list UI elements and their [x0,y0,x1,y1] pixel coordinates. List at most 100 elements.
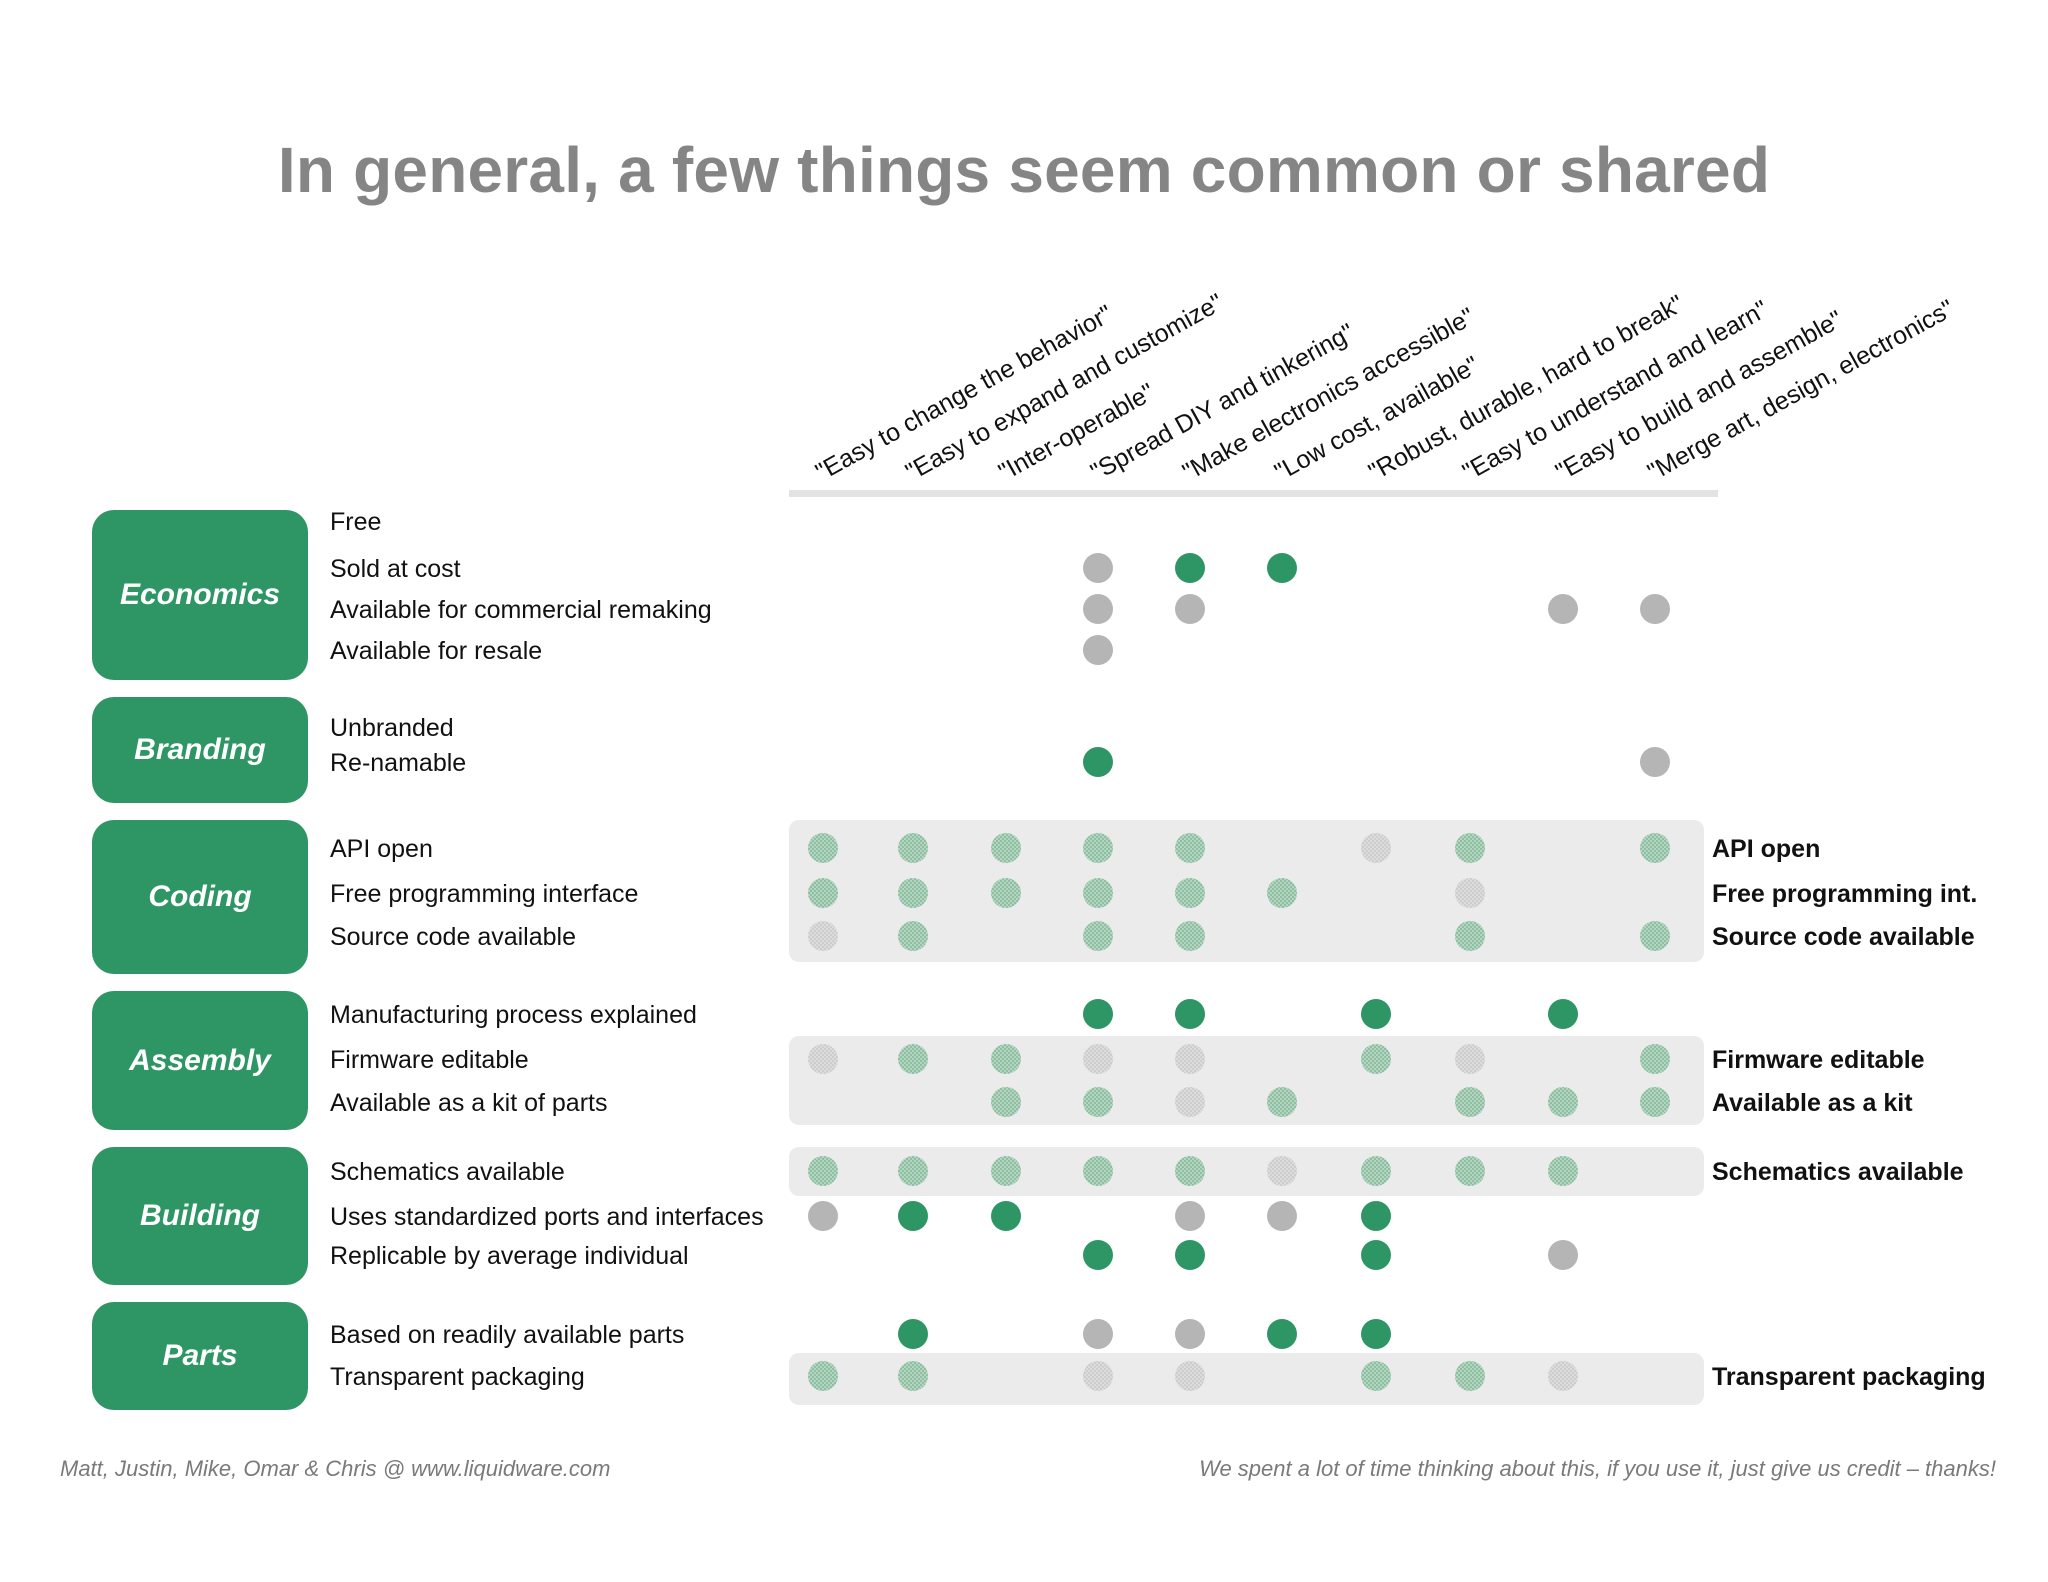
row-label-re-namable: Re-namable [330,749,467,777]
dot-pale-gray-free-programming-interface-col8 [1455,878,1485,908]
group-label: Economics [119,578,281,611]
dot-gray-uses-standardized-ports-and-interfaces-col1 [808,1201,838,1231]
highlight-band [789,820,1704,962]
group-label: Coding [148,880,252,913]
group-label: Parts [162,1339,238,1372]
dot-pale-gray-firmware-editable-col1 [808,1044,838,1074]
dot-pale-green-api-open-col4 [1083,833,1113,863]
group-building: Building [92,1147,308,1285]
dot-pale-green-source-code-available-col4 [1083,921,1113,951]
dot-pale-green-free-programming-interface-col1 [808,878,838,908]
dot-pale-green-transparent-packaging-col8 [1455,1361,1485,1391]
footer-credits: Matt, Justin, Mike, Omar & Chris @ www.l… [60,1456,611,1481]
dot-green-manufacturing-process-explained-col5 [1175,999,1205,1029]
group-parts: Parts [92,1302,308,1410]
row-label-api-open: API open [330,835,433,863]
row-label-available-for-commercial-remaking: Available for commercial remaking [330,596,712,624]
dot-pale-green-free-programming-interface-col4 [1083,878,1113,908]
group-assembly: Assembly [92,991,308,1130]
row-label-based-on-readily-available-parts: Based on readily available parts [330,1321,685,1349]
dot-pale-green-source-code-available-col5 [1175,921,1205,951]
row-label-unbranded: Unbranded [330,714,454,742]
row-label-firmware-editable: Firmware editable [330,1046,529,1074]
row-label-source-code-available: Source code available [330,923,576,951]
dot-pale-green-free-programming-interface-col2 [898,878,928,908]
highlight-label-schematics-available: Schematics available [1712,1158,1964,1186]
dot-gray-based-on-readily-available-parts-col5 [1175,1319,1205,1349]
dot-pale-green-available-as-a-kit-of-parts-col9 [1548,1087,1578,1117]
dot-pale-gray-transparent-packaging-col4 [1083,1361,1113,1391]
highlight-label-firmware-editable: Firmware editable [1712,1046,1925,1074]
dot-pale-green-free-programming-interface-col6 [1267,878,1297,908]
highlight-label-api-open: API open [1712,835,1821,863]
group-label: Assembly [129,1043,271,1077]
dot-green-based-on-readily-available-parts-col2 [898,1319,928,1349]
dot-green-uses-standardized-ports-and-interfaces-col3 [991,1201,1021,1231]
dot-gray-uses-standardized-ports-and-interfaces-col6 [1267,1201,1297,1231]
dot-green-based-on-readily-available-parts-col6 [1267,1319,1297,1349]
dot-pale-green-available-as-a-kit-of-parts-col8 [1455,1087,1485,1117]
dot-gray-available-for-commercial-remaking-col9 [1548,594,1578,624]
dot-pale-green-firmware-editable-col2 [898,1044,928,1074]
dot-pale-green-firmware-editable-col3 [991,1044,1021,1074]
highlight-label-source-code-available: Source code available [1712,923,1975,951]
dot-pale-gray-schematics-available-col6 [1267,1156,1297,1186]
row-label-manufacturing-process-explained: Manufacturing process explained [330,1001,697,1029]
dot-pale-green-transparent-packaging-col7 [1361,1361,1391,1391]
dot-gray-available-for-commercial-remaking-col5 [1175,594,1205,624]
row-label-free-programming-interface: Free programming interface [330,880,639,908]
dot-pale-green-source-code-available-col10 [1640,921,1670,951]
dot-pale-gray-source-code-available-col1 [808,921,838,951]
dot-gray-sold-at-cost-col4 [1083,553,1113,583]
dot-pale-green-api-open-col10 [1640,833,1670,863]
row-label-schematics-available: Schematics available [330,1158,565,1186]
dot-green-sold-at-cost-col5 [1175,553,1205,583]
dot-pale-green-available-as-a-kit-of-parts-col10 [1640,1087,1670,1117]
group-label: Branding [134,733,266,766]
header-divider [789,490,1718,497]
dot-green-uses-standardized-ports-and-interfaces-col2 [898,1201,928,1231]
group-label: Building [140,1199,260,1232]
dot-gray-available-for-commercial-remaking-col4 [1083,594,1113,624]
footer-note: We spent a lot of time thinking about th… [1199,1456,1996,1481]
row-label-replicable-by-average-individual: Replicable by average individual [330,1242,689,1270]
dot-green-replicable-by-average-individual-col4 [1083,1240,1113,1270]
dot-green-re-namable-col4 [1083,747,1113,777]
dot-gray-available-for-resale-col4 [1083,635,1113,665]
row-label-available-for-resale: Available for resale [330,637,543,665]
dot-pale-green-schematics-available-col7 [1361,1156,1391,1186]
dot-gray-based-on-readily-available-parts-col4 [1083,1319,1113,1349]
row-label-free: Free [330,508,382,536]
row-label-sold-at-cost: Sold at cost [330,555,461,583]
dot-pale-green-free-programming-interface-col3 [991,878,1021,908]
highlight-label-available-as-a-kit: Available as a kit [1712,1089,1913,1117]
dot-gray-replicable-by-average-individual-col9 [1548,1240,1578,1270]
highlight-label-transparent-packaging: Transparent packaging [1712,1363,1986,1391]
dot-pale-green-schematics-available-col4 [1083,1156,1113,1186]
dot-pale-green-api-open-col1 [808,833,838,863]
dot-pale-gray-firmware-editable-col4 [1083,1044,1113,1074]
dot-pale-gray-api-open-col7 [1361,833,1391,863]
dot-pale-green-firmware-editable-col7 [1361,1044,1391,1074]
highlight-label-free-programming-int: Free programming int. [1712,880,1978,908]
row-label-transparent-packaging: Transparent packaging [330,1363,585,1391]
dot-pale-green-schematics-available-col3 [991,1156,1021,1186]
dot-pale-green-schematics-available-col1 [808,1156,838,1186]
dot-green-based-on-readily-available-parts-col7 [1361,1319,1391,1349]
dot-pale-green-transparent-packaging-col2 [898,1361,928,1391]
dot-gray-re-namable-col10 [1640,747,1670,777]
dot-pale-green-source-code-available-col8 [1455,921,1485,951]
dot-pale-gray-firmware-editable-col5 [1175,1044,1205,1074]
dot-pale-green-schematics-available-col8 [1455,1156,1485,1186]
row-label-available-as-a-kit-of-parts: Available as a kit of parts [330,1089,608,1117]
row-label-uses-standardized-ports-and-interfaces: Uses standardized ports and interfaces [330,1203,764,1231]
dot-green-sold-at-cost-col6 [1267,553,1297,583]
dot-pale-green-api-open-col3 [991,833,1021,863]
group-branding: Branding [92,697,308,803]
dot-green-uses-standardized-ports-and-interfaces-col7 [1361,1201,1391,1231]
dot-pale-green-available-as-a-kit-of-parts-col3 [991,1087,1021,1117]
dot-pale-green-available-as-a-kit-of-parts-col6 [1267,1087,1297,1117]
group-economics: Economics [92,510,308,680]
page-title: In general, a few things seem common or … [277,134,1771,206]
